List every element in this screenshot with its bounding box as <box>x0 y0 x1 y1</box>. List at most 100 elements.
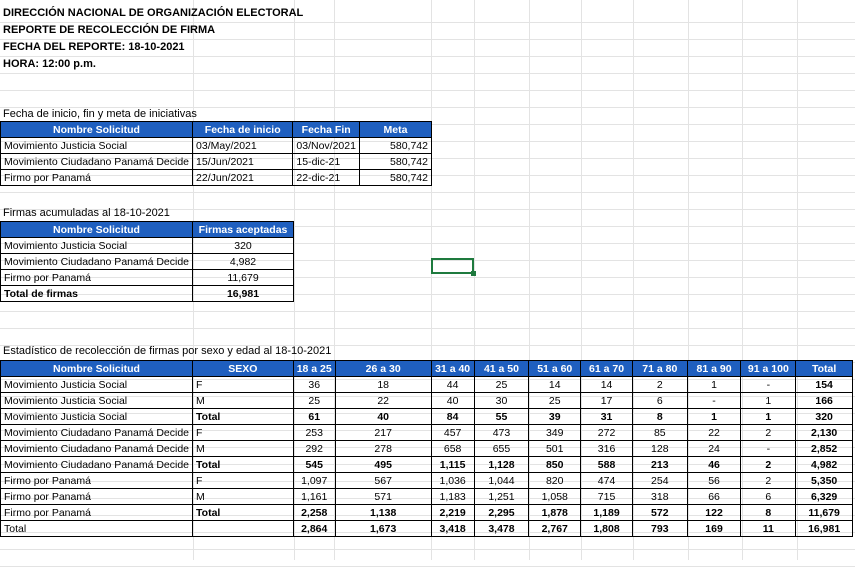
cell[interactable]: 31 <box>580 408 633 425</box>
cell[interactable]: 473 <box>473 424 530 441</box>
cell[interactable]: 588 <box>580 456 633 473</box>
cell[interactable]: 253 <box>292 424 336 441</box>
cell[interactable]: Movimiento Ciudadano Panamá Decide <box>0 424 194 441</box>
cell[interactable]: 2,130 <box>795 424 853 441</box>
cell[interactable]: 154 <box>795 376 853 393</box>
cell[interactable]: Firmo por Panamá <box>0 488 194 505</box>
cell[interactable]: M <box>192 488 294 505</box>
cell[interactable]: 1,036 <box>430 472 475 489</box>
cell[interactable]: 03/Nov/2021 <box>292 137 360 154</box>
cell[interactable]: 545 <box>292 456 336 473</box>
cell[interactable]: 1,878 <box>528 504 582 521</box>
cell[interactable]: 44 <box>430 376 475 393</box>
cell[interactable]: Movimiento Justicia Social <box>0 137 194 154</box>
cell[interactable]: Firmo por Panamá <box>0 169 194 186</box>
cell[interactable]: Total <box>192 408 294 425</box>
cell[interactable]: 122 <box>686 504 742 521</box>
cell[interactable]: 56 <box>686 472 742 489</box>
cell[interactable]: 8 <box>631 408 688 425</box>
cell[interactable]: 14 <box>580 376 633 393</box>
cell[interactable]: 6 <box>740 488 797 505</box>
cell[interactable]: 580,742 <box>358 153 433 170</box>
cell[interactable]: Movimiento Justicia Social <box>0 376 194 393</box>
cell[interactable]: 6 <box>631 392 688 409</box>
cell[interactable]: 1,115 <box>430 456 475 473</box>
cell[interactable]: 658 <box>430 440 475 457</box>
cell[interactable]: 318 <box>631 488 688 505</box>
cell[interactable]: 1,673 <box>334 520 432 537</box>
cell[interactable]: 24 <box>686 440 742 457</box>
cell[interactable]: 793 <box>631 520 688 537</box>
cell[interactable]: Total de firmas <box>0 285 194 302</box>
cell[interactable]: 217 <box>334 424 432 441</box>
cell[interactable]: 1,128 <box>473 456 530 473</box>
cell[interactable]: 850 <box>528 456 582 473</box>
cell[interactable]: 11 <box>740 520 797 537</box>
cell[interactable]: 2,295 <box>473 504 530 521</box>
cell[interactable]: 11,679 <box>192 269 294 286</box>
cell[interactable]: 5,350 <box>795 472 853 489</box>
cell[interactable]: 316 <box>580 440 633 457</box>
cell[interactable]: 3,478 <box>473 520 530 537</box>
cell[interactable]: 25 <box>473 376 530 393</box>
cell[interactable]: 169 <box>686 520 742 537</box>
cell[interactable]: 46 <box>686 456 742 473</box>
cell[interactable]: 2,767 <box>528 520 582 537</box>
cell[interactable]: 278 <box>334 440 432 457</box>
cell[interactable]: 2,852 <box>795 440 853 457</box>
cell[interactable]: 84 <box>430 408 475 425</box>
cell[interactable]: 40 <box>334 408 432 425</box>
cell[interactable]: 14 <box>528 376 582 393</box>
cell[interactable]: 495 <box>334 456 432 473</box>
cell[interactable]: 61 <box>292 408 336 425</box>
cell[interactable]: M <box>192 392 294 409</box>
cell[interactable]: 2,219 <box>430 504 475 521</box>
cell[interactable]: 03/May/2021 <box>192 137 294 154</box>
cell[interactable]: 1 <box>686 376 742 393</box>
cell[interactable]: Total <box>192 504 294 521</box>
cell[interactable]: 8 <box>740 504 797 521</box>
cell[interactable]: Movimiento Ciudadano Panamá Decide <box>0 440 194 457</box>
cell[interactable]: 22-dic-21 <box>292 169 360 186</box>
cell[interactable]: 15-dic-21 <box>292 153 360 170</box>
cell[interactable]: 2 <box>740 472 797 489</box>
cell[interactable]: Movimiento Justicia Social <box>0 392 194 409</box>
cell[interactable]: 2 <box>631 376 688 393</box>
cell[interactable]: 501 <box>528 440 582 457</box>
cell[interactable]: Movimiento Ciudadano Panamá Decide <box>0 253 194 270</box>
cell[interactable]: 580,742 <box>358 137 433 154</box>
cell[interactable]: 4,982 <box>192 253 294 270</box>
cell[interactable]: 272 <box>580 424 633 441</box>
cell[interactable]: 66 <box>686 488 742 505</box>
cell[interactable]: - <box>686 392 742 409</box>
cell[interactable]: 820 <box>528 472 582 489</box>
cell[interactable]: Firmo por Panamá <box>0 472 194 489</box>
cell[interactable]: - <box>740 440 797 457</box>
cell[interactable]: 349 <box>528 424 582 441</box>
cell[interactable]: 1,058 <box>528 488 582 505</box>
cell[interactable]: 292 <box>292 440 336 457</box>
cell[interactable]: 22 <box>686 424 742 441</box>
cell[interactable]: 2 <box>740 424 797 441</box>
cell[interactable]: Movimiento Justicia Social <box>0 237 194 254</box>
cell[interactable]: 15/Jun/2021 <box>192 153 294 170</box>
cell[interactable]: - <box>740 376 797 393</box>
cell[interactable]: 25 <box>292 392 336 409</box>
cell[interactable]: 3,418 <box>430 520 475 537</box>
cell[interactable]: 1 <box>740 408 797 425</box>
cell[interactable]: 1,189 <box>580 504 633 521</box>
cell[interactable]: 2 <box>740 456 797 473</box>
cell[interactable]: 1 <box>740 392 797 409</box>
cell[interactable]: 1,044 <box>473 472 530 489</box>
cell[interactable]: 1,138 <box>334 504 432 521</box>
cell[interactable]: 474 <box>580 472 633 489</box>
cell[interactable]: 166 <box>795 392 853 409</box>
cell[interactable]: F <box>192 472 294 489</box>
cell[interactable]: 16,981 <box>192 285 294 302</box>
cell[interactable]: 213 <box>631 456 688 473</box>
cell[interactable]: Movimiento Justicia Social <box>0 408 194 425</box>
cell[interactable]: Movimiento Ciudadano Panamá Decide <box>0 456 194 473</box>
cell[interactable]: 22 <box>334 392 432 409</box>
cell[interactable]: F <box>192 376 294 393</box>
cell[interactable]: 55 <box>473 408 530 425</box>
